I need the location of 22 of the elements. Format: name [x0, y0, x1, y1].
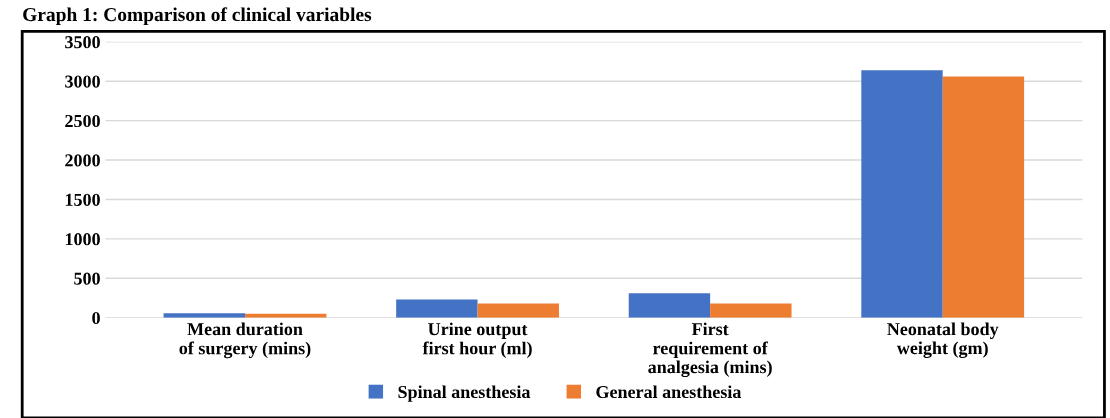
x-tick-label: Neonatal body weight (gm) — [887, 322, 999, 358]
y-tick-label: 1500 — [65, 193, 100, 206]
y-tick-label: 2000 — [65, 154, 100, 167]
bar — [628, 293, 711, 318]
x-tick-label: Mean duration of surgery (mins) — [179, 322, 311, 359]
legend-label: Spinal anesthesia — [398, 385, 531, 402]
chart-title: Graph 1: Comparison of clinical variables — [23, 7, 372, 26]
bar — [477, 303, 559, 318]
y-tick-label: 1000 — [65, 233, 100, 246]
bar — [163, 313, 245, 318]
y-tick-label: 2500 — [65, 114, 100, 128]
bar — [396, 299, 478, 318]
x-tick-label: First requirement of analgesia (mins) — [648, 322, 772, 378]
legend-label: General anesthesia — [596, 385, 742, 399]
y-tick-label: 3500 — [65, 36, 100, 49]
y-tick-label: 3000 — [65, 75, 100, 88]
bar — [710, 303, 792, 318]
y-tick-label: 0 — [92, 311, 100, 325]
bar — [861, 70, 943, 318]
y-tick-label: 500 — [74, 272, 100, 285]
bar — [942, 76, 1025, 318]
x-tick-label: Urine output first hour (ml) — [422, 322, 532, 359]
